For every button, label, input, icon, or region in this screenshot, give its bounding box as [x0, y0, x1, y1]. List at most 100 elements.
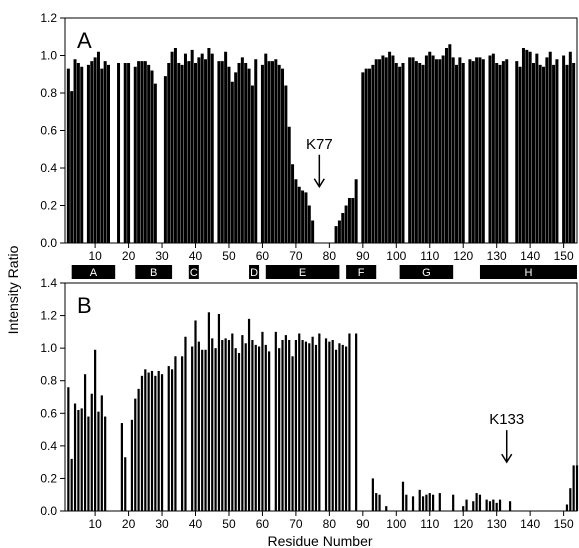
bar-residue-145 [545, 57, 549, 244]
bar-residue-50 [227, 340, 231, 511]
bar-residue-11 [97, 411, 100, 511]
bar-residue-2 [67, 387, 70, 511]
bar-residue-12 [100, 68, 104, 244]
segment-bar-e [265, 265, 340, 279]
bar-residue-137 [518, 66, 522, 243]
x-tick-label: 120 [453, 517, 473, 531]
bar-residue-39 [191, 346, 194, 511]
bar-residue-66 [281, 340, 284, 511]
bar-residue-19 [123, 63, 127, 243]
segment-label: B [150, 267, 157, 279]
bar-residue-56 [247, 318, 251, 511]
segment-bar-a [71, 265, 116, 279]
bar-residue-88 [354, 179, 358, 243]
bar-residue-124 [475, 493, 478, 511]
x-tick-label: 90 [356, 249, 370, 263]
bar-residue-130 [495, 502, 498, 511]
bar-residue-79 [324, 338, 328, 511]
bar-residue-143 [538, 64, 542, 244]
x-tick-label: 60 [256, 517, 270, 531]
bar-residue-111 [431, 55, 435, 243]
bar-residue-3 [70, 458, 73, 511]
bar-residue-133 [505, 59, 509, 243]
bar-residue-113 [438, 493, 441, 511]
bar-residue-36 [180, 64, 184, 244]
bar-residue-39 [190, 49, 194, 244]
bar-residue-37 [184, 336, 187, 511]
bar-residue-124 [475, 57, 479, 244]
bar-residue-110 [428, 493, 431, 511]
bar-residue-98 [388, 51, 392, 243]
y-tick-label: 0.8 [40, 374, 57, 388]
bar-residue-68 [287, 126, 291, 243]
x-tick-label: 150 [554, 517, 574, 531]
bar-residue-103 [405, 494, 408, 511]
bar-residue-101 [398, 66, 402, 243]
bar-residue-62 [268, 351, 271, 511]
bar-residue-60 [261, 331, 264, 511]
x-tick-label: 90 [356, 517, 370, 531]
bar-residue-88 [355, 333, 358, 511]
bar-residue-40 [194, 320, 197, 511]
bar-residue-55 [244, 63, 248, 243]
bar-residue-116 [448, 44, 452, 243]
x-tick-label: 80 [323, 249, 337, 263]
bar-residue-100 [394, 63, 398, 243]
bar-residue-23 [137, 61, 141, 244]
segment-bar-h [479, 265, 578, 279]
bar-residue-70 [294, 340, 297, 511]
annotation-label: K77 [306, 136, 333, 153]
bar-residue-142 [535, 53, 539, 244]
bar-residue-108 [421, 64, 425, 244]
bar-residue-85 [344, 205, 348, 243]
x-tick-label: 140 [520, 517, 540, 531]
x-tick-label: 10 [88, 249, 102, 263]
bar-residue-107 [418, 489, 421, 511]
bar-residue-115 [444, 48, 448, 243]
bar-residue-114 [441, 55, 445, 243]
x-tick-label: 110 [420, 517, 439, 531]
bar-residue-60 [260, 64, 264, 244]
bar-residue-8 [87, 416, 90, 511]
bar-residue-70 [294, 179, 298, 243]
y-tick-label: 1.4 [40, 276, 57, 290]
bar-residue-49 [224, 338, 227, 511]
bar-residue-18 [120, 423, 123, 511]
bar-residue-32 [167, 63, 171, 243]
bar-residue-84 [341, 213, 345, 243]
bar-residue-61 [264, 344, 267, 511]
y-tick-label: 0.4 [40, 161, 57, 175]
bar-residue-67 [284, 335, 287, 511]
bar-residue-120 [461, 63, 465, 243]
bar-residue-111 [432, 494, 435, 511]
bar-residue-24 [140, 61, 144, 244]
y-tick-label: 1.2 [40, 11, 57, 25]
bar-residue-119 [458, 57, 462, 244]
bar-residue-8 [86, 64, 90, 244]
bar-residue-46 [214, 348, 217, 511]
bar-residue-58 [254, 59, 258, 243]
bar-residue-76 [314, 344, 318, 511]
bar-residue-63 [270, 61, 274, 244]
bar-residue-95 [378, 59, 382, 243]
bar-residue-128 [488, 501, 492, 511]
x-tick-label: 40 [189, 517, 203, 531]
bar-residue-153 [572, 465, 575, 511]
bar-residue-77 [318, 333, 321, 511]
bar-residue-28 [154, 375, 157, 511]
bar-residue-10 [94, 349, 97, 511]
bar-residue-72 [301, 190, 305, 243]
segment-label: G [422, 267, 431, 279]
bar-residue-132 [501, 61, 505, 244]
segment-bar-c [188, 265, 199, 279]
bar-residue-129 [492, 499, 495, 511]
x-tick-label: 140 [520, 249, 540, 263]
bar-residue-28 [153, 83, 157, 244]
x-tick-label: 70 [289, 517, 303, 531]
bar-residue-123 [471, 61, 475, 244]
bar-residue-141 [532, 63, 535, 243]
bar-residue-44 [207, 312, 210, 511]
bar-residue-75 [311, 220, 315, 243]
bar-residue-58 [254, 344, 257, 511]
bar-residue-109 [424, 55, 428, 243]
